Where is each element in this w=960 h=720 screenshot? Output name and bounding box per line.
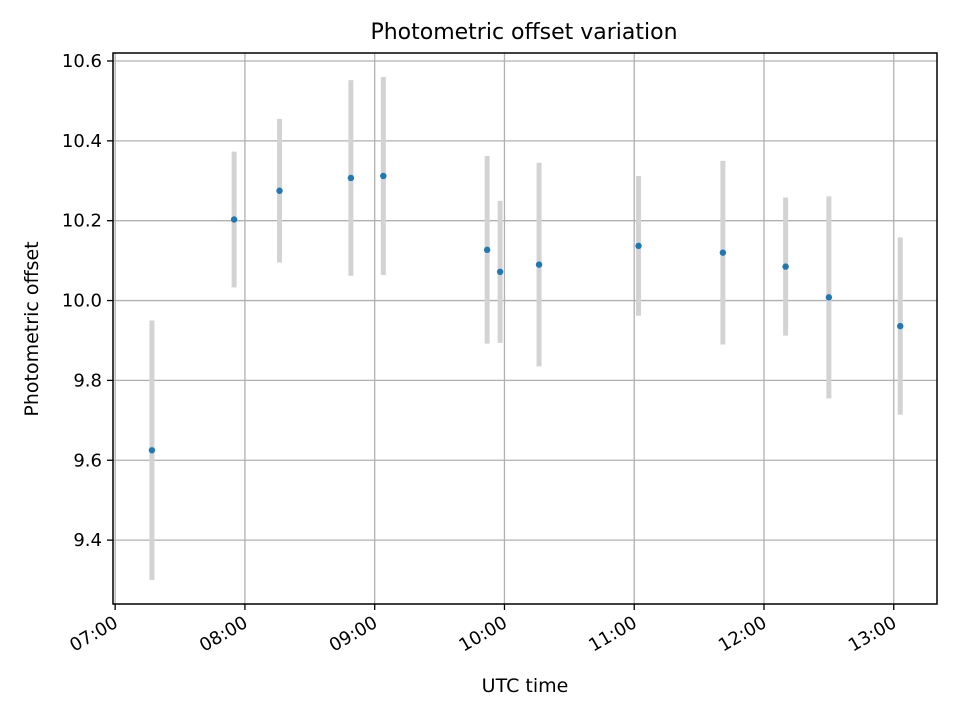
y-tick-label: 10.6 — [62, 51, 102, 72]
data-point — [496, 268, 504, 276]
data-point — [825, 294, 833, 301]
data-point — [635, 242, 642, 250]
x-tick-label: 11:00 — [585, 612, 640, 656]
data-points — [148, 172, 904, 454]
data-point — [347, 174, 355, 182]
data-point — [148, 447, 156, 454]
data-point — [380, 172, 387, 180]
y-tick-label: 9.6 — [73, 450, 102, 471]
x-tick-label: 09:00 — [326, 612, 381, 656]
x-tick-label: 07:00 — [66, 612, 121, 656]
y-tick-label: 9.8 — [73, 370, 102, 391]
error-bars — [149, 76, 903, 581]
x-tick-label: 12:00 — [715, 612, 770, 656]
y-tick-label: 10.2 — [62, 211, 102, 232]
chart-title: Photometric offset variation — [370, 20, 677, 45]
data-point — [483, 246, 491, 254]
plot-frame — [112, 52, 938, 605]
data-point — [276, 187, 283, 194]
x-axis-label: UTC time — [482, 675, 569, 697]
data-point — [782, 263, 789, 270]
x-tick-label: 10:00 — [456, 612, 511, 656]
y-tick-label: 10.4 — [62, 131, 102, 152]
x-tick-label: 13:00 — [845, 612, 900, 656]
x-tick-label: 08:00 — [196, 612, 251, 656]
y-tick-label: 10.0 — [62, 291, 102, 312]
data-point — [897, 322, 904, 330]
data-point — [719, 249, 727, 256]
data-point — [230, 216, 238, 223]
axis-ticks: 07:00 08:00 09:00 10:00 11:00 12:00 13:00 9.4 9.… — [62, 51, 900, 656]
data-point — [535, 261, 543, 268]
grid-lines — [113, 53, 937, 604]
y-tick-label: 9.4 — [73, 530, 102, 551]
y-axis-label: Photometric offset — [21, 241, 43, 416]
